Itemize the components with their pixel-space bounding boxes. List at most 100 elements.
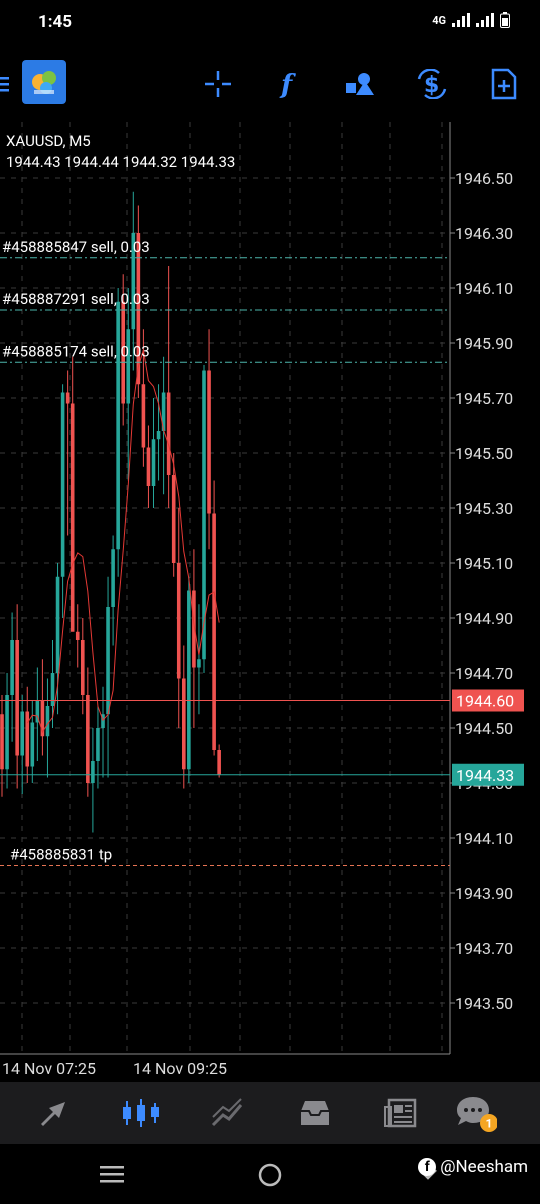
price-tick-label: 1945.90 [455,334,513,353]
price-tick-label: 1943.90 [455,884,513,903]
svg-text:f: f [279,70,296,99]
app-logo[interactable] [22,60,66,104]
order-label: #458885831 tp [10,846,112,864]
moving-average-line [26,349,220,734]
candle [15,604,19,789]
new-order-icon[interactable] [484,64,524,104]
candle [0,695,4,797]
price-tick-label: 1944.50 [455,719,513,738]
objects-icon[interactable] [340,64,380,104]
candle [50,640,55,728]
candle [55,563,60,715]
signal-icon-2 [476,13,494,27]
candle [187,576,191,783]
candle [75,604,80,668]
trade-nav-icon[interactable] [204,1092,254,1134]
candle [45,678,50,778]
quotes-icon[interactable] [30,1092,80,1134]
price-tick-label: 1946.30 [455,224,513,243]
candle [96,706,100,789]
price-tick-label: 1944.10 [455,829,513,848]
history-icon[interactable] [290,1092,340,1134]
watermark-text: @Neesham [440,1157,528,1177]
candle [176,508,181,728]
order-label: #458887291 sell, 0.03 [2,290,150,308]
messages-badge: 1 [486,1117,493,1131]
price-tick-label: 1945.10 [455,554,513,573]
price-tick-label: 1945.30 [455,499,513,518]
candle [166,266,171,508]
messages-icon[interactable]: 1 [450,1092,500,1134]
candle [161,356,166,495]
candle [131,191,136,371]
chart-grid [0,122,451,1055]
ask-price-box [452,689,524,712]
battery-icon [500,12,510,28]
price-tick-label: 1946.50 [455,169,513,188]
candle [171,453,176,577]
ask-price-label: 1944.60 [456,692,514,711]
candle [197,604,201,715]
system-navigation [0,1144,540,1204]
candle [5,673,9,789]
time-tick-label: 14 Nov 07:25 [2,1059,96,1078]
candle [10,612,14,742]
crosshair-icon[interactable] [198,64,238,104]
candle [212,480,216,756]
candle [106,576,110,778]
time-tick-label: 14 Nov 09:25 [133,1059,227,1078]
price-axis: 1946.50 1946.30 1946.10 1945.90 1945.70 1945.… [2,169,524,1078]
candle [121,274,125,426]
candle [111,535,115,646]
candle [182,645,186,789]
recent-apps-icon[interactable] [100,1164,126,1188]
status-time: 1:45 [38,12,73,32]
order-label: #458885847 sell, 0.03 [2,238,150,256]
facebook-icon: f [418,1158,437,1176]
candle [151,398,156,508]
ohlc-label: 1944.43 1944.44 1944.32 1944.33 [6,153,235,171]
candle [20,695,24,794]
candle [86,667,90,797]
price-tick-label: 1944.70 [455,664,513,683]
svg-text:$: $ [424,73,439,98]
price-tick-label: 1946.10 [455,279,513,298]
candle [40,659,45,756]
price-chart[interactable]: #458885847 sell, 0.03 #458887291 sell, 0.… [0,122,540,1082]
candle [217,744,221,778]
indicator-icon[interactable]: f [268,64,308,104]
candle [25,686,30,783]
home-icon[interactable] [257,1162,283,1192]
trade-icon[interactable]: $ [412,64,452,104]
symbol-label: XAUUSD, M5 [6,132,91,150]
candle [146,425,151,508]
price-tick-label: 1944.90 [455,609,513,628]
status-bar: 1:45 4G [0,0,540,46]
candle [126,288,131,481]
candle [192,549,196,728]
bid-price-label: 1944.33 [456,766,514,785]
price-tick-label: 1943.50 [455,994,513,1013]
candle [35,667,40,761]
candle [60,384,65,618]
news-icon[interactable] [376,1092,426,1134]
candle [207,329,211,550]
candle [70,356,75,632]
chart-icon[interactable] [116,1092,166,1134]
order-label: #458885174 sell, 0.03 [2,342,150,360]
candle [156,384,161,481]
price-tick-label: 1943.70 [455,939,513,958]
network-label: 4G [432,13,446,27]
price-tick-label: 1945.50 [455,444,513,463]
candle [30,700,35,783]
menu-icon[interactable] [0,64,14,104]
status-indicators: 4G [432,12,510,28]
order-lines: #458885847 sell, 0.03 #458887291 sell, 0.… [0,238,450,866]
candles [0,191,221,833]
signal-icon [452,13,470,27]
candle [116,288,120,577]
candle [91,728,95,833]
chart-toolbar: f $ [0,48,540,118]
candle [101,686,105,778]
watermark: f @Neesham [418,1157,528,1177]
